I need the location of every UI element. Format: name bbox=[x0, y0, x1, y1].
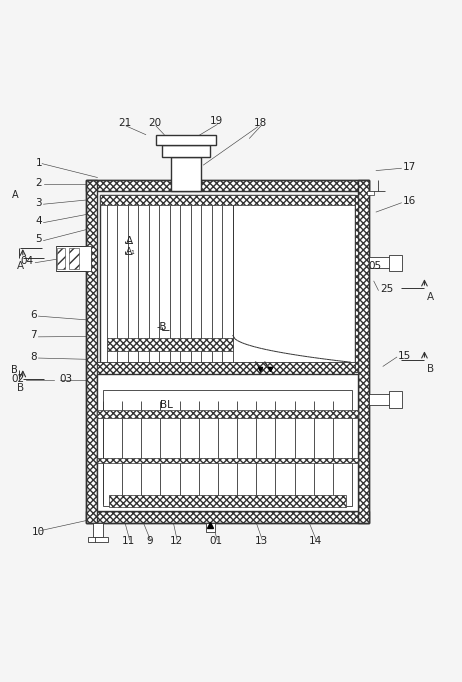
Bar bbox=[358, 180, 369, 523]
Text: 16: 16 bbox=[403, 196, 416, 207]
Bar bbox=[57, 248, 65, 269]
Bar bbox=[100, 195, 355, 205]
Text: 9: 9 bbox=[146, 536, 153, 546]
Text: 01: 01 bbox=[210, 536, 223, 546]
Bar bbox=[88, 537, 108, 542]
Text: 13: 13 bbox=[255, 536, 268, 546]
Bar bbox=[86, 180, 369, 523]
Bar bbox=[389, 254, 402, 271]
Bar bbox=[237, 374, 253, 390]
Text: B: B bbox=[427, 364, 434, 374]
Text: 21: 21 bbox=[118, 118, 132, 128]
Text: B: B bbox=[17, 383, 24, 393]
Text: 17: 17 bbox=[403, 162, 416, 173]
Text: A: A bbox=[427, 292, 434, 301]
Text: 10: 10 bbox=[32, 527, 45, 537]
Text: A: A bbox=[17, 261, 24, 271]
Bar bbox=[107, 338, 233, 351]
Text: 8: 8 bbox=[30, 352, 37, 361]
Text: 1: 1 bbox=[36, 158, 42, 168]
Text: A: A bbox=[12, 190, 18, 200]
Bar bbox=[97, 411, 358, 418]
Text: A₁: A₁ bbox=[126, 247, 136, 256]
Bar bbox=[86, 180, 369, 192]
Text: 04: 04 bbox=[21, 256, 34, 266]
Bar bbox=[100, 374, 118, 390]
Text: 14: 14 bbox=[309, 536, 322, 546]
Text: 4: 4 bbox=[36, 216, 42, 226]
Text: 19: 19 bbox=[210, 117, 223, 126]
Bar bbox=[100, 386, 123, 390]
Text: A: A bbox=[126, 235, 133, 246]
Bar bbox=[237, 374, 253, 377]
Bar bbox=[97, 374, 358, 512]
Bar bbox=[86, 512, 369, 523]
Bar bbox=[156, 135, 216, 145]
Bar bbox=[369, 257, 390, 268]
Bar bbox=[86, 180, 97, 523]
Bar bbox=[355, 195, 358, 372]
Text: 12: 12 bbox=[170, 536, 183, 546]
Bar bbox=[389, 391, 402, 408]
Text: 18: 18 bbox=[253, 118, 267, 128]
Bar bbox=[97, 362, 358, 374]
Text: 2: 2 bbox=[36, 178, 42, 188]
Bar bbox=[103, 390, 352, 506]
Bar bbox=[162, 145, 210, 157]
Text: 6: 6 bbox=[30, 310, 37, 320]
Bar bbox=[97, 458, 358, 463]
Text: 02: 02 bbox=[12, 374, 24, 384]
Text: 20: 20 bbox=[148, 118, 162, 128]
Text: 7: 7 bbox=[30, 331, 37, 340]
Text: 11: 11 bbox=[122, 536, 135, 546]
Bar bbox=[367, 192, 374, 195]
Bar bbox=[100, 195, 355, 372]
Text: 25: 25 bbox=[380, 284, 393, 294]
Bar bbox=[93, 523, 103, 537]
Bar bbox=[56, 246, 91, 271]
Text: B: B bbox=[12, 365, 18, 375]
Bar bbox=[171, 157, 201, 192]
Bar bbox=[69, 248, 79, 269]
Bar bbox=[206, 523, 215, 532]
Text: 5: 5 bbox=[36, 234, 42, 244]
Text: BL: BL bbox=[160, 400, 173, 411]
Bar bbox=[369, 394, 390, 405]
Text: 15: 15 bbox=[398, 351, 412, 361]
Text: 05: 05 bbox=[368, 261, 382, 271]
Text: 3: 3 bbox=[36, 198, 42, 208]
Text: 03: 03 bbox=[59, 374, 73, 384]
Bar bbox=[109, 495, 346, 507]
Text: -B: -B bbox=[157, 322, 167, 332]
